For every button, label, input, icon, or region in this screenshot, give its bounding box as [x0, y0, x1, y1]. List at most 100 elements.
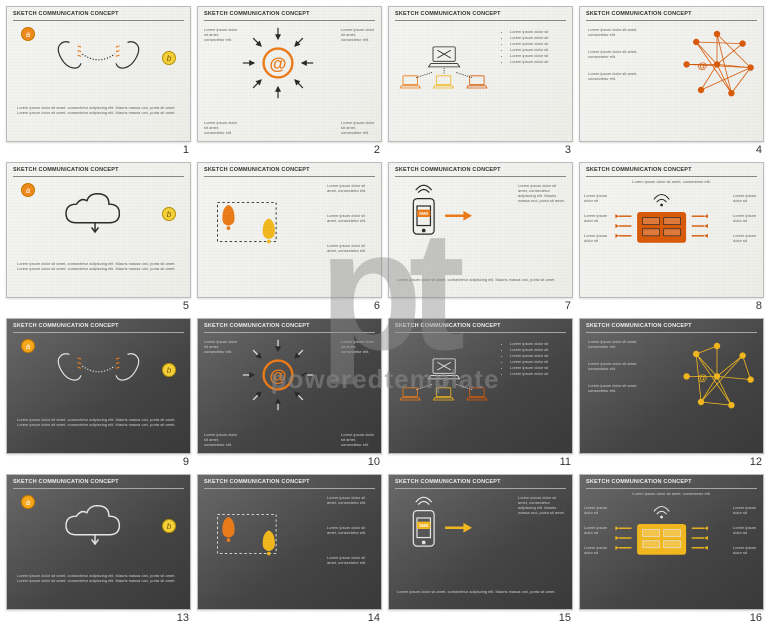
- illustration: [608, 191, 718, 261]
- slide-6: SKETCH COMMUNICATION CONCEPT Lorem ipsum…: [197, 162, 382, 298]
- svg-text:@: @: [698, 61, 707, 72]
- slide-title: SKETCH COMMUNICATION CONCEPT: [395, 479, 501, 485]
- lorem-b: Lorem ipsum dolor sit amet, consectetur …: [327, 525, 375, 535]
- slide-3: SKETCH COMMUNICATION CONCEPT Lorem ip: [388, 6, 573, 142]
- lorem-a: Lorem ipsum dolor sit amet, consectetur …: [204, 27, 238, 42]
- slide-11: SKETCH COMMUNICATION CONCEPT Lorem ip: [388, 318, 573, 454]
- slide-number: 10: [197, 454, 382, 468]
- lb: Lorem ipsum dolor sit: [584, 213, 610, 223]
- lorem-a: Lorem ipsum dolor sit amet, consectetur …: [518, 495, 566, 515]
- slide-title: SKETCH COMMUNICATION CONCEPT: [586, 323, 692, 329]
- slide-number: 3: [388, 142, 573, 156]
- lorem-d: Lorem ipsum dolor sit amet, consectetur …: [341, 120, 375, 135]
- lorem-c: Lorem ipsum dolor sit amet, consectetur …: [327, 243, 375, 253]
- lb: Lorem ipsum dolor sit: [584, 525, 610, 535]
- bullet-list: Lorem ipsum dolor sitLorem ipsum dolor s…: [504, 341, 566, 377]
- grid-cell: SKETCH COMMUNICATION CONCEPT a b Lorem i…: [6, 318, 191, 468]
- slide-title: SKETCH COMMUNICATION CONCEPT: [13, 167, 119, 173]
- la: Lorem ipsum dolor sit: [584, 505, 610, 515]
- title-divider: [586, 176, 757, 177]
- title-divider: [13, 176, 184, 177]
- lorem-b: Lorem ipsum dolor sit amet, consectetur …: [588, 361, 658, 371]
- lorem-block: Lorem ipsum dolor sit amet, consectetur …: [17, 105, 180, 135]
- slide-grid: SKETCH COMMUNICATION CONCEPT a b Lorem i…: [0, 0, 770, 630]
- la: Lorem ipsum dolor sit: [584, 193, 610, 203]
- illustration: [393, 335, 493, 425]
- slide-13: SKETCH COMMUNICATION CONCEPT a b Lorem i…: [6, 474, 191, 610]
- illustration: @: [238, 335, 318, 415]
- title-divider: [586, 488, 757, 489]
- slide-title: SKETCH COMMUNICATION CONCEPT: [204, 167, 310, 173]
- illustration: SMS: [395, 177, 505, 257]
- illustration: [15, 181, 182, 239]
- slide-title: SKETCH COMMUNICATION CONCEPT: [395, 323, 501, 329]
- svg-text:@: @: [698, 373, 707, 384]
- ra: Lorem ipsum dolor sit: [733, 505, 759, 515]
- slide-title: SKETCH COMMUNICATION CONCEPT: [204, 323, 310, 329]
- lorem-a: Lorem ipsum dolor sit amet, consectetur …: [327, 183, 375, 193]
- grid-cell: SKETCH COMMUNICATION CONCEPT @ Lorem ips…: [197, 318, 382, 468]
- slide-title: SKETCH COMMUNICATION CONCEPT: [204, 11, 310, 17]
- ra: Lorem ipsum dolor sit: [733, 193, 759, 203]
- title-divider: [204, 20, 375, 21]
- lorem-a: Lorem ipsum dolor sit amet, consectetur …: [588, 339, 658, 349]
- slide-12: SKETCH COMMUNICATION CONCEPT Lorem ipsum…: [579, 318, 764, 454]
- title-divider: [395, 20, 566, 21]
- lorem-c: Lorem ipsum dolor sit amet, consectetur …: [588, 71, 658, 81]
- lorem-c: Lorem ipsum dolor sit amet, consectetur …: [204, 120, 238, 135]
- grid-cell: SKETCH COMMUNICATION CONCEPT a b Lorem i…: [6, 6, 191, 156]
- slide-number: 16: [579, 610, 764, 624]
- grid-cell: SKETCH COMMUNICATION CONCEPT SMS Lorem i…: [388, 162, 573, 312]
- slide-10: SKETCH COMMUNICATION CONCEPT @ Lorem ips…: [197, 318, 382, 454]
- lorem-a: Lorem ipsum dolor sit amet, consectetur …: [204, 339, 238, 354]
- slide-4: SKETCH COMMUNICATION CONCEPT Lorem ipsum…: [579, 6, 764, 142]
- grid-cell: SKETCH COMMUNICATION CONCEPT Lorem ipsum…: [579, 162, 764, 312]
- slide-number: 12: [579, 454, 764, 468]
- slide-16: SKETCH COMMUNICATION CONCEPT Lorem ipsum…: [579, 474, 764, 610]
- lorem-bottom: Lorem ipsum dolor sit amet, consectetur …: [397, 589, 564, 605]
- lorem-c: Lorem ipsum dolor sit amet, consectetur …: [327, 555, 375, 565]
- grid-cell: SKETCH COMMUNICATION CONCEPT Lorem ipsum…: [579, 318, 764, 468]
- rc: Lorem ipsum dolor sit: [733, 233, 759, 243]
- title-divider: [586, 20, 757, 21]
- lorem-a: Lorem ipsum dolor sit amet, consectetur …: [327, 495, 375, 505]
- slide-title: SKETCH COMMUNICATION CONCEPT: [586, 11, 692, 17]
- grid-cell: SKETCH COMMUNICATION CONCEPT SMS Lorem i…: [388, 474, 573, 624]
- slide-number: 13: [6, 610, 191, 624]
- slide-9: SKETCH COMMUNICATION CONCEPT a b Lorem i…: [6, 318, 191, 454]
- slide-8: SKETCH COMMUNICATION CONCEPT Lorem ipsum…: [579, 162, 764, 298]
- grid-cell: SKETCH COMMUNICATION CONCEPT Lorem ipsum…: [197, 474, 382, 624]
- slide-number: 9: [6, 454, 191, 468]
- illustration: [15, 493, 182, 551]
- grid-cell: SKETCH COMMUNICATION CONCEPT a b Lorem i…: [6, 162, 191, 312]
- grid-cell: SKETCH COMMUNICATION CONCEPT a b Lorem i…: [6, 474, 191, 624]
- lorem-a: Lorem ipsum dolor sit amet, consectetur …: [588, 27, 658, 37]
- slide-title: SKETCH COMMUNICATION CONCEPT: [13, 11, 119, 17]
- illustration: [204, 489, 314, 579]
- illustration: [608, 503, 718, 573]
- svg-text:@: @: [269, 365, 286, 385]
- lorem-a: Lorem ipsum dolor sit amet, consectetur …: [518, 183, 566, 203]
- slide-title: SKETCH COMMUNICATION CONCEPT: [204, 479, 310, 485]
- grid-cell: SKETCH COMMUNICATION CONCEPT Lorem ip: [388, 6, 573, 156]
- slide-number: 2: [197, 142, 382, 156]
- title-divider: [13, 332, 184, 333]
- rb: Lorem ipsum dolor sit: [733, 525, 759, 535]
- lc: Lorem ipsum dolor sit: [584, 545, 610, 555]
- slide-number: 1: [6, 142, 191, 156]
- lorem-c: Lorem ipsum dolor sit amet, consectetur …: [588, 383, 658, 393]
- top-lorem: Lorem ipsum dolor sit amet, consectetur …: [610, 491, 733, 501]
- slide-number: 7: [388, 298, 573, 312]
- slide-number: 11: [388, 454, 573, 468]
- slide-title: SKETCH COMMUNICATION CONCEPT: [395, 167, 501, 173]
- svg-text:SMS: SMS: [419, 211, 428, 216]
- lorem-block: Lorem ipsum dolor sit amet, consectetur …: [17, 573, 180, 603]
- slide-15: SKETCH COMMUNICATION CONCEPT SMS Lorem i…: [388, 474, 573, 610]
- grid-cell: SKETCH COMMUNICATION CONCEPT @ Lorem ips…: [197, 6, 382, 156]
- slide-title: SKETCH COMMUNICATION CONCEPT: [13, 479, 119, 485]
- lorem-b: Lorem ipsum dolor sit amet, consectetur …: [341, 339, 375, 354]
- svg-text:@: @: [269, 53, 286, 73]
- slide-number: 14: [197, 610, 382, 624]
- illustration: @: [677, 335, 757, 421]
- illustration: @: [677, 23, 757, 109]
